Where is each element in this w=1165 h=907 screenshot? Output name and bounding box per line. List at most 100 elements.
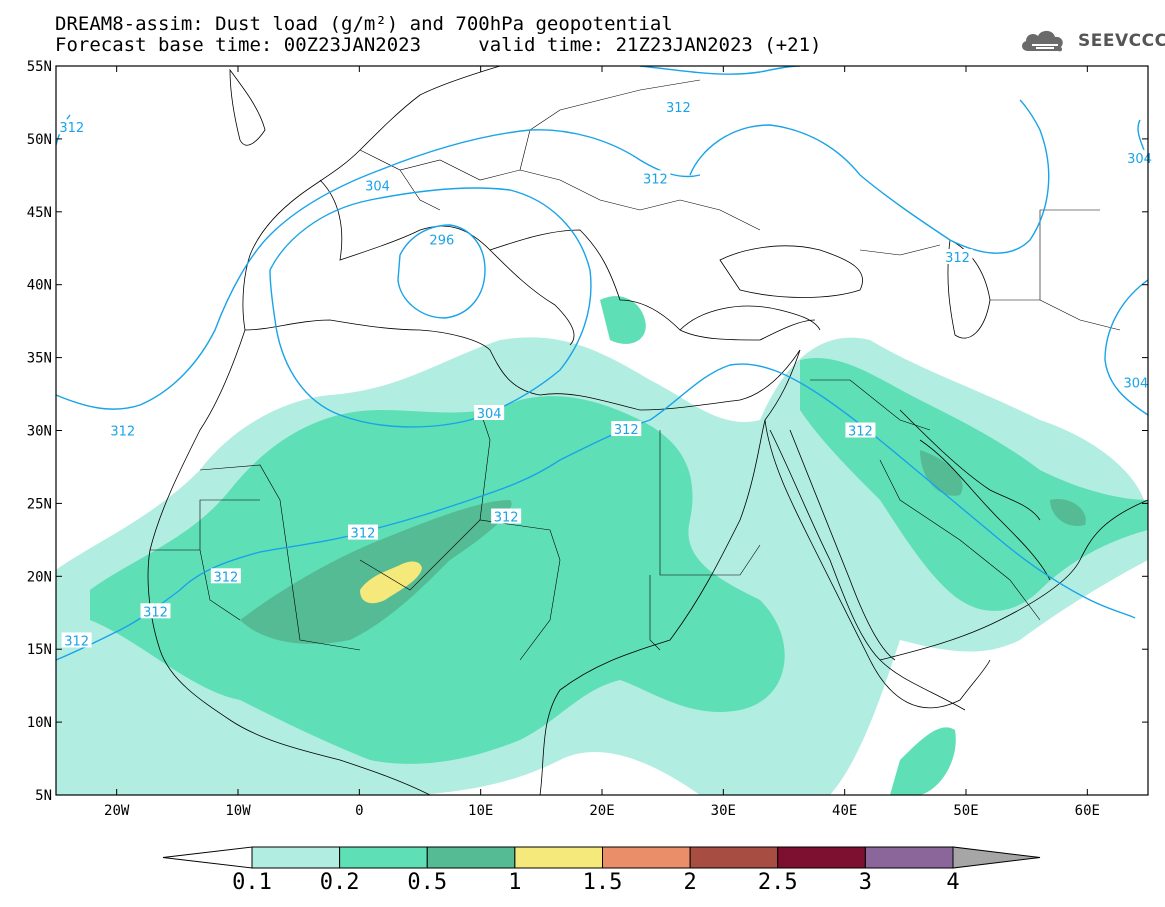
contour-label: 312	[56, 119, 87, 136]
dust-0.5-oman-region	[1050, 499, 1086, 526]
contour-labels: 312 312 312 312 312 312 312 312 312 312 312 312 304 3…	[56, 98, 1155, 649]
contour-label: 312	[491, 508, 522, 526]
lon-tick-label: 20W	[104, 803, 130, 819]
dust-0.2-east-region	[800, 358, 1148, 611]
map-subtitle: Forecast base time: 00Z23JAN2023 valid t…	[55, 35, 821, 55]
mediterranean-south-coast	[244, 319, 801, 411]
colorbar-label: 0.1	[232, 870, 272, 895]
logo-text: SEEVCCC	[1078, 31, 1165, 51]
svg-text:312: 312	[945, 251, 970, 266]
dust-1-region	[360, 561, 422, 604]
central-asia-border	[990, 209, 1121, 331]
black-sea-coast	[719, 245, 863, 298]
lat-tick-label: 30N	[27, 424, 52, 440]
svg-text:312: 312	[59, 121, 84, 136]
lon-tick-label: 20E	[589, 803, 614, 819]
sahara-border-2	[359, 519, 561, 661]
colorbar-label: 2	[683, 870, 697, 895]
colorbar-over-triangle	[952, 846, 1041, 869]
contour-label: 312	[107, 422, 138, 440]
svg-text:304: 304	[1123, 376, 1148, 391]
dust-0.2-greece-region	[600, 296, 646, 344]
iraq-iran-border	[810, 379, 931, 431]
contour-label: 312	[640, 170, 671, 187]
lat-tick-label: 10N	[27, 715, 52, 731]
red-sea-coast	[769, 429, 896, 661]
lon-tick-label: 0	[355, 803, 363, 819]
uk-coast	[229, 68, 266, 146]
country-borders	[150, 79, 1121, 661]
persian-gulf-coast	[899, 409, 1051, 581]
contour-304	[269, 187, 592, 428]
contour-label: 304	[1124, 149, 1155, 167]
base-time: 00Z23JAN2023	[283, 34, 422, 56]
colorbar-segment	[251, 846, 341, 869]
lat-tick-label: 20N	[27, 569, 52, 585]
colorbar-label: 2.5	[757, 870, 798, 895]
contour-label: 296	[426, 231, 457, 249]
lon-tick-label: 40E	[832, 803, 857, 819]
lat-tick-label: 35N	[27, 351, 52, 367]
base-time-label: Forecast base time:	[55, 34, 273, 56]
lon-tick-label: 10E	[468, 803, 493, 819]
saudi-border	[879, 459, 1041, 621]
map-title: DREAM8-assim: Dust load (g/m²) and 700hP…	[55, 14, 673, 34]
cloud-icon	[1022, 30, 1063, 52]
africa-coast	[147, 254, 991, 795]
colorbar-segment	[777, 846, 866, 869]
caspian-coast	[947, 239, 991, 339]
colorbar-segment	[602, 846, 691, 869]
lat-tick-label: 25N	[27, 496, 52, 512]
lat-tick-label: 55N	[27, 59, 52, 75]
caucasus-border	[859, 244, 941, 256]
svg-text:304: 304	[365, 180, 390, 195]
contour-label: 312	[347, 524, 378, 542]
colorbar-label: 4	[946, 870, 960, 895]
map-axes: 55N 50N 45N 40N 35N 30N 25N 20N 15N 10N 5N 20W 10W 0 1…	[27, 59, 1148, 819]
contour-label: 312	[611, 421, 642, 438]
colorbar-segment	[514, 846, 603, 869]
lat-tick-label: 5N	[35, 788, 52, 804]
colorbar-label: 0.2	[319, 870, 360, 895]
svg-text:304: 304	[477, 407, 502, 422]
svg-text:312: 312	[848, 425, 873, 440]
svg-text:312: 312	[213, 570, 238, 585]
colorbar-segment	[689, 846, 779, 869]
colorbar	[162, 846, 1041, 869]
svg-text:312: 312	[614, 423, 639, 438]
svg-text:312: 312	[351, 527, 376, 542]
contour-312-northeast	[689, 99, 1050, 254]
colorbar-label: 1.5	[582, 870, 623, 895]
field-name: Dust load (g/m²) and 700hPa geopotential	[215, 13, 673, 35]
contour-label: 304	[474, 405, 505, 422]
contour-label: 312	[942, 248, 973, 266]
contour-296	[397, 224, 486, 319]
lon-tick-label: 30E	[711, 803, 736, 819]
turkey-coast	[679, 305, 821, 331]
lat-tick-label: 40N	[27, 278, 52, 294]
colorbar-label: 3	[858, 870, 872, 895]
europe-borders	[359, 149, 761, 231]
italy-coast	[489, 249, 575, 346]
lat-tick-label: 50N	[27, 132, 52, 148]
valid-time: 21Z23JAN2023 (+21)	[615, 34, 822, 56]
svg-text:312: 312	[666, 101, 691, 116]
svg-text:296: 296	[429, 234, 454, 249]
contour-label: 312	[140, 603, 171, 620]
dust-0.2-region	[90, 396, 785, 764]
europe-borders-2	[399, 79, 701, 211]
contour-label: 312	[61, 632, 92, 649]
arabia-south-coast	[879, 499, 1148, 661]
contour-304-east	[1104, 279, 1148, 416]
dust-0.5-east-region	[920, 450, 963, 496]
contour-label: 312	[210, 568, 241, 585]
svg-text:312: 312	[110, 425, 135, 440]
contour-label: 312	[663, 98, 694, 116]
colorbar-segment	[864, 846, 954, 869]
contour-label: 304	[362, 177, 393, 195]
colorbar-label: 1	[508, 870, 522, 895]
svg-text:312: 312	[643, 172, 668, 187]
contour-label: 312	[845, 422, 876, 440]
svg-text:312: 312	[143, 605, 168, 620]
